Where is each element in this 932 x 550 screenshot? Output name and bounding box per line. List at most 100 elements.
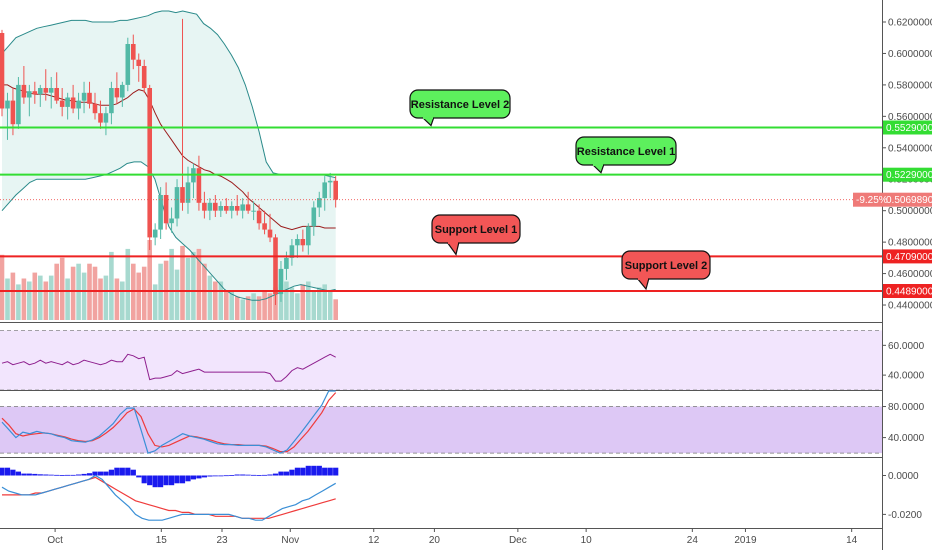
callout-joint <box>423 116 433 119</box>
volume-bar <box>136 272 141 320</box>
candle-body <box>169 218 174 224</box>
candle-body <box>152 229 158 238</box>
price-tick-label: 0.46000000 <box>888 269 932 280</box>
macd-histogram-bar <box>59 475 65 476</box>
macd-histogram-bar <box>322 467 328 476</box>
candle-body <box>70 97 76 109</box>
candle-body <box>256 210 262 224</box>
price-tick-label: 0.56000000 <box>888 112 932 123</box>
macd-histogram-bar <box>158 475 164 488</box>
macd-histogram-bar <box>278 471 284 476</box>
macd-histogram-bar <box>37 474 43 476</box>
candle-body <box>59 100 65 107</box>
macd-histogram-bar <box>97 471 104 476</box>
volume-bar <box>141 266 147 320</box>
volume-bar <box>70 266 76 320</box>
time-scale[interactable]: Oct 15 23 Nov 12 20 Dec 10 24 2019 14 <box>47 528 858 546</box>
volume-bar <box>174 269 180 320</box>
callout-bubble: Support Level 1 <box>431 214 521 256</box>
candle-body <box>158 195 163 230</box>
volume-bar <box>103 275 109 320</box>
callout-label: Support Level 2 <box>625 260 708 272</box>
volume-bar <box>256 296 262 320</box>
candle-body <box>306 226 311 246</box>
time-tick-label: 14 <box>846 535 858 546</box>
candle-body <box>251 210 256 212</box>
candle-body <box>333 180 338 200</box>
volume-bar <box>185 257 191 320</box>
callout-label: Support Level 1 <box>435 224 518 236</box>
rsi-tick-label: 60.0000 <box>888 341 925 352</box>
macd-histogram-bar <box>10 469 16 476</box>
volume-bar <box>10 272 16 320</box>
volume-bar <box>245 296 251 320</box>
volume-bar <box>295 293 300 320</box>
macd-histogram-bar <box>108 469 114 476</box>
candle-body <box>327 180 333 183</box>
macd-histogram-bar <box>256 475 262 476</box>
candle-body <box>311 207 317 227</box>
candle-body <box>185 182 191 203</box>
candle-body <box>147 88 152 238</box>
candle-body <box>103 113 109 123</box>
volume-bar <box>125 248 131 320</box>
macd-histogram-bar <box>305 465 311 476</box>
volume-bar <box>21 278 27 320</box>
macd-histogram-bar <box>70 474 76 476</box>
price-tick-label: 0.48000000 <box>888 238 932 249</box>
stochastic-pane[interactable] <box>0 390 882 458</box>
callout-label: Resistance Level 1 <box>577 146 675 158</box>
volume-bar <box>180 245 185 320</box>
volume-bar <box>317 287 322 320</box>
rsi-pane[interactable] <box>0 329 882 391</box>
volume-bar <box>240 299 245 320</box>
candle-body <box>196 168 202 203</box>
macd-histogram-bar <box>21 473 27 476</box>
candle-body <box>114 88 120 98</box>
macd-histogram-bar <box>267 474 273 476</box>
macd-histogram-bar <box>283 471 289 476</box>
price-pane[interactable] <box>0 10 882 323</box>
volume-bar <box>147 240 152 320</box>
macd-histogram-bar <box>201 475 207 478</box>
support-level-tag-label: 0.44890000 <box>886 287 932 298</box>
last-price-tag-label: 0.50698900 <box>886 195 932 206</box>
macd-tick-label: -0.0200 <box>888 510 922 521</box>
candle-body <box>81 92 87 101</box>
volume-bar <box>38 275 43 320</box>
last-price-tag <box>853 192 932 207</box>
macd-histogram-bar <box>262 474 268 476</box>
candle-body <box>245 204 251 211</box>
resistance-level-tag <box>883 120 932 135</box>
time-tick-label: 2019 <box>734 535 757 546</box>
macd-pane[interactable] <box>0 465 882 529</box>
time-tick-label: 20 <box>429 535 441 546</box>
macd-histogram-bar <box>15 471 21 476</box>
volume-bar <box>5 278 10 320</box>
price-scale[interactable]: 0.44000000 0.46000000 0.48000000 0.50000000… <box>853 0 932 550</box>
candle-body <box>21 84 27 98</box>
macd-histogram-bar <box>234 474 240 476</box>
volume-bar <box>311 290 317 320</box>
volume-bar <box>152 284 158 320</box>
price-tick-label: 0.44000000 <box>888 301 932 312</box>
candle-body <box>131 44 136 60</box>
candle-body <box>10 100 16 125</box>
callout-box <box>621 250 711 280</box>
candle-body <box>202 202 207 211</box>
macd-histogram-bar <box>333 467 339 476</box>
volume-bar <box>120 281 125 320</box>
time-tick-label: Oct <box>47 535 63 546</box>
time-tick-label: Nov <box>281 535 299 546</box>
candle-body <box>273 237 278 294</box>
volume-bar <box>229 290 234 320</box>
price-tick-label: 0.60000000 <box>888 49 932 60</box>
candle-body <box>262 223 267 230</box>
candle-body <box>65 97 70 107</box>
volume-bar <box>81 272 87 320</box>
candle-body <box>92 103 98 114</box>
macd-histogram-bar <box>179 475 186 484</box>
macd-histogram-bar <box>218 475 224 477</box>
time-tick-label: 10 <box>581 535 593 546</box>
